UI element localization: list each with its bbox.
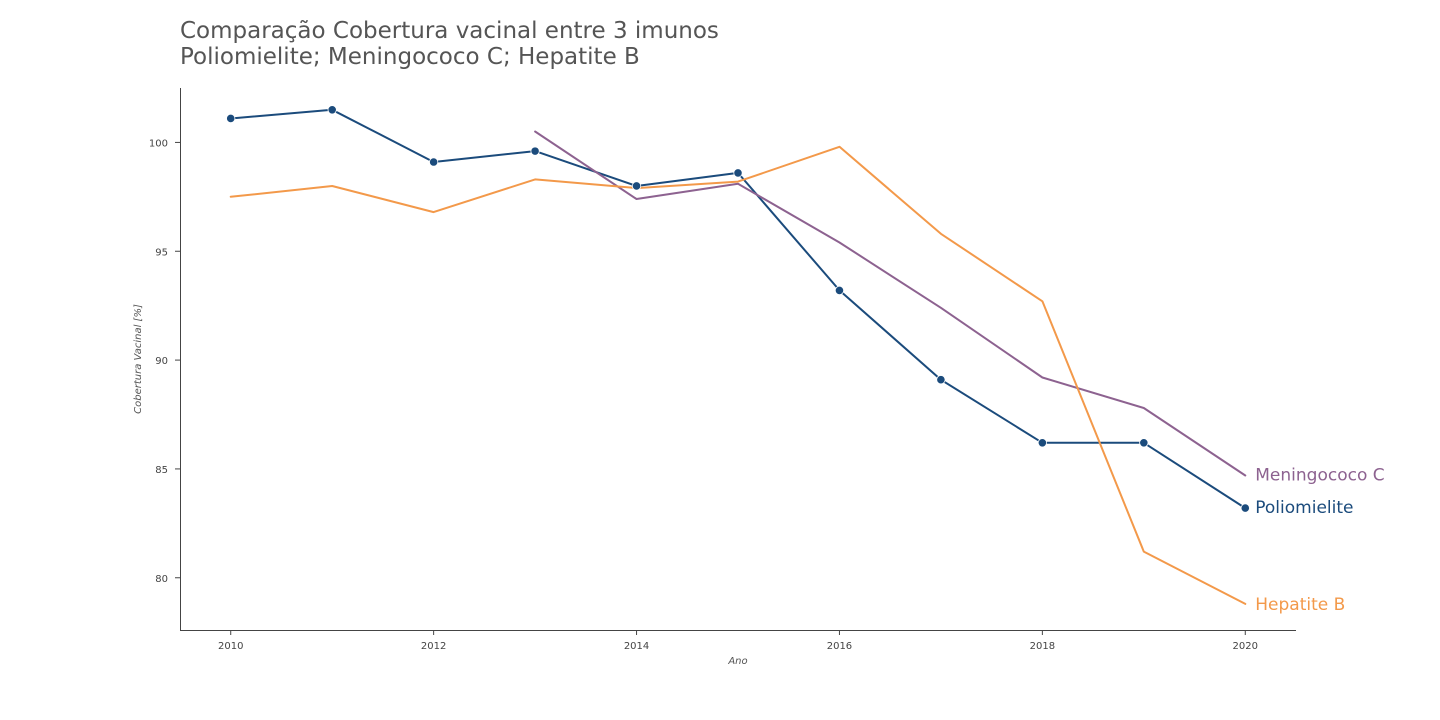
tick-group: 2010 2012 2014 2016 2018 2020 80 85 90 95 100	[149, 138, 1258, 652]
y-tick-label: 85	[155, 465, 168, 476]
series-label-hepatite-b: Hepatite B	[1255, 595, 1345, 615]
data-point-poliomielite	[327, 105, 337, 115]
data-point-poliomielite	[1139, 438, 1149, 448]
data-point-poliomielite	[936, 375, 946, 385]
y-tick-label: 90	[155, 356, 168, 367]
series-labels: Poliomielite Meningococo C Hepatite B	[1255, 465, 1384, 614]
series-markers	[226, 105, 1250, 513]
x-tick-label: 2018	[1030, 641, 1055, 652]
data-point-poliomielite	[631, 181, 642, 191]
data-point-poliomielite	[733, 168, 743, 178]
data-point-poliomielite	[834, 285, 845, 296]
y-tick-label: 100	[149, 138, 168, 149]
data-point-poliomielite	[226, 113, 236, 124]
chart-subtitle: Poliomielite; Meningococo C; Hepatite B	[180, 44, 640, 70]
series-label-meningococo-c: Meningococo C	[1255, 465, 1384, 485]
series-line-meningococo-c	[534, 130, 1247, 477]
x-axis-label: Ano	[727, 656, 747, 667]
x-tick-label: 2016	[827, 641, 852, 652]
series-label-poliomielite: Poliomielite	[1255, 498, 1353, 518]
y-tick-label: 95	[155, 247, 168, 258]
x-tick-label: 2010	[218, 641, 243, 652]
x-tick-label: 2014	[624, 641, 649, 652]
series-line-hepatite-b	[229, 145, 1247, 605]
x-tick-label: 2020	[1233, 641, 1258, 652]
axes	[180, 88, 1296, 631]
data-point-poliomielite	[429, 157, 439, 167]
chart-title: Comparação Cobertura vacinal entre 3 imu…	[180, 18, 719, 44]
x-tick-label: 2012	[421, 641, 446, 652]
data-point-poliomielite	[1240, 503, 1250, 513]
data-point-poliomielite	[530, 146, 540, 156]
y-axis-label: Cobertura Vacinal [%]	[133, 304, 144, 414]
chart-title-block: Comparação Cobertura vacinal entre 3 imu…	[180, 18, 719, 70]
data-point-poliomielite	[1037, 438, 1047, 448]
y-tick-label: 80	[155, 574, 168, 585]
series-lines	[229, 108, 1247, 605]
